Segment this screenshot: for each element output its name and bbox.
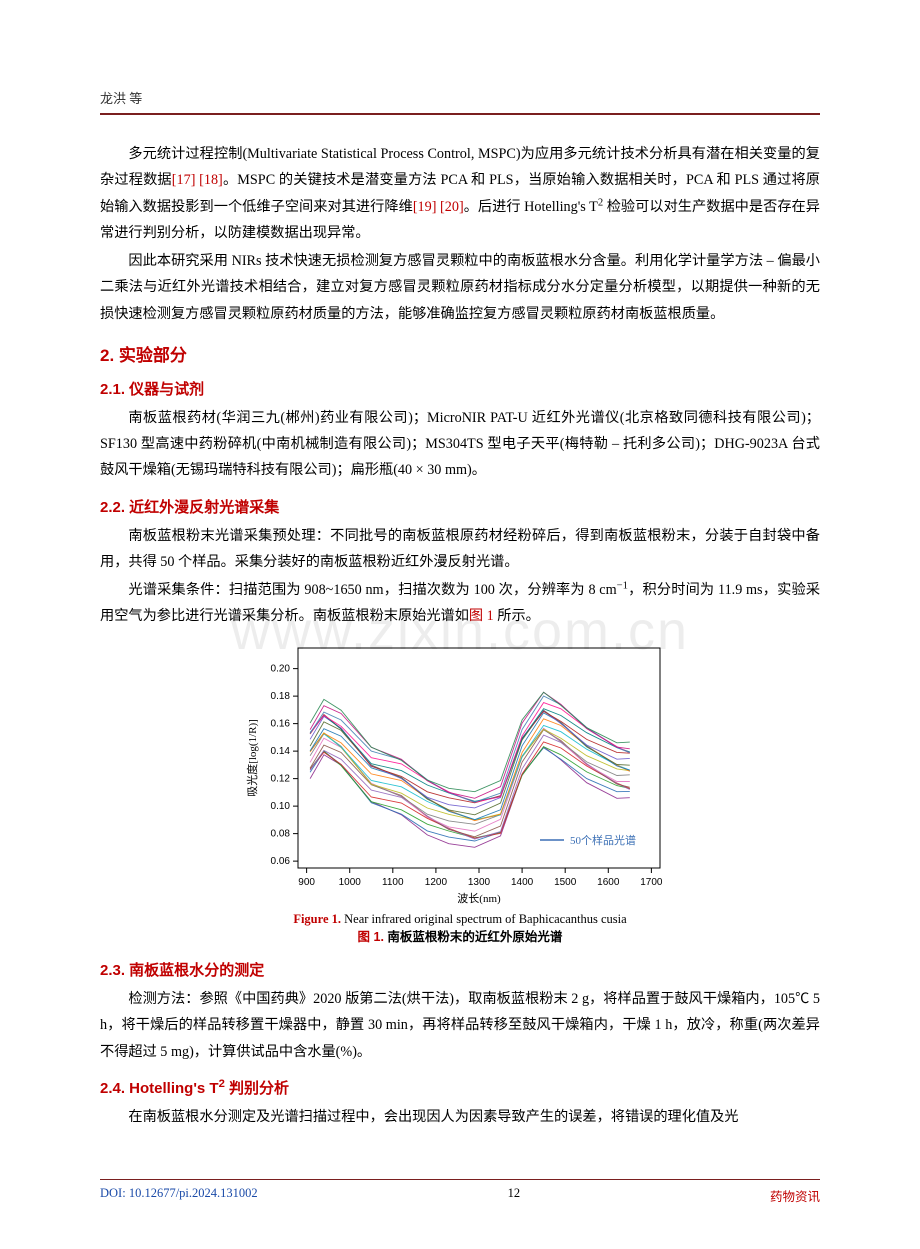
footer-page-number: 12	[508, 1186, 521, 1205]
paragraph-intro-2: 因此本研究采用 NIRs 技术快速无损检测复方感冒灵颗粒中的南板蓝根水分含量。利…	[100, 248, 820, 327]
footer-doi[interactable]: DOI: 10.12677/pi.2024.131002	[100, 1186, 258, 1205]
ref-link-20[interactable]: [20]	[436, 199, 463, 215]
figure-label-en: Figure 1.	[293, 912, 341, 926]
figure-ref-1[interactable]: 图 1	[469, 608, 494, 624]
paragraph-intro-1: 多元统计过程控制(Multivariate Statistical Proces…	[100, 141, 820, 246]
ref-link-17[interactable]: [17]	[172, 172, 196, 188]
figure-caption-zh: 南板蓝根粉末的近红外原始光谱	[384, 930, 562, 944]
paragraph-2-4: 在南板蓝根水分测定及光谱扫描过程中，会出现因人为因素导致产生的误差，将错误的理化…	[100, 1104, 820, 1130]
paragraph-2-2-b: 光谱采集条件：扫描范围为 908~1650 nm，扫描次数为 100 次，分辨率…	[100, 577, 820, 630]
svg-text:0.14: 0.14	[271, 746, 291, 757]
paragraph-2-2-a: 南板蓝根粉末光谱采集预处理：不同批号的南板蓝根原药材经粉碎后，得到南板蓝根粉末，…	[100, 523, 820, 576]
text: 判别分析	[225, 1080, 289, 1097]
svg-text:0.18: 0.18	[271, 691, 291, 702]
svg-text:0.12: 0.12	[271, 773, 291, 784]
superscript: −1	[617, 580, 628, 591]
text: 所示。	[494, 608, 540, 624]
heading-2-1: 2.1. 仪器与试剂	[100, 378, 820, 399]
text: 光谱采集条件：扫描范围为 908~1650 nm，扫描次数为 100 次，分辨率…	[128, 582, 616, 598]
heading-2-3: 2.3. 南板蓝根水分的测定	[100, 959, 820, 980]
svg-text:波长(nm): 波长(nm)	[457, 892, 501, 905]
svg-text:50个样品光谱: 50个样品光谱	[570, 833, 636, 847]
footer-journal: 药物资讯	[770, 1186, 820, 1205]
heading-2: 2. 实验部分	[100, 341, 820, 366]
footer-row: DOI: 10.12677/pi.2024.131002 12 药物资讯	[100, 1186, 820, 1205]
spectrum-chart: 900 1000 1100 1200 1300 1400 1500 1600 1700 0.06 0…	[240, 638, 680, 908]
figure-caption: Figure 1. Near infrared original spectru…	[293, 910, 626, 948]
heading-2-2: 2.2. 近红外漫反射光谱采集	[100, 496, 820, 517]
heading-2-4: 2.4. Hotelling's T2 判别分析	[100, 1077, 820, 1098]
ref-link-19[interactable]: [19]	[413, 199, 437, 215]
paragraph-2-1: 南板蓝根药材(华润三九(郴州)药业有限公司)；MicroNIR PAT-U 近红…	[100, 405, 820, 484]
svg-text:1100: 1100	[382, 877, 404, 888]
figure-1: 900 1000 1100 1200 1300 1400 1500 1600 1700 0.06 0…	[100, 638, 820, 948]
svg-text:1500: 1500	[554, 877, 577, 888]
footer-rule	[100, 1179, 820, 1180]
header-rule	[100, 113, 820, 115]
header-author: 龙洪 等	[100, 88, 820, 107]
svg-text:0.08: 0.08	[271, 828, 291, 839]
svg-text:0.20: 0.20	[271, 663, 291, 674]
svg-text:吸光度[log(1/R)]: 吸光度[log(1/R)]	[245, 719, 259, 797]
svg-text:1200: 1200	[425, 877, 448, 888]
svg-text:1600: 1600	[597, 877, 620, 888]
svg-text:900: 900	[298, 877, 315, 888]
page: 龙洪 等 多元统计过程控制(Multivariate Statistical P…	[0, 0, 920, 1249]
ref-link-18[interactable]: [18]	[195, 172, 222, 188]
figure-label-zh: 图 1.	[358, 930, 384, 944]
text: 。后进行 Hotelling's T	[464, 199, 598, 215]
svg-text:0.10: 0.10	[271, 801, 291, 812]
page-footer: DOI: 10.12677/pi.2024.131002 12 药物资讯	[100, 1179, 820, 1205]
svg-text:0.16: 0.16	[271, 718, 291, 729]
svg-text:0.06: 0.06	[271, 856, 291, 867]
paragraph-2-3: 检测方法：参照《中国药典》2020 版第二法(烘干法)，取南板蓝根粉末 2 g，…	[100, 986, 820, 1065]
svg-text:1300: 1300	[468, 877, 491, 888]
svg-text:1400: 1400	[511, 877, 534, 888]
svg-text:1000: 1000	[339, 877, 362, 888]
svg-text:1700: 1700	[640, 877, 663, 888]
figure-caption-en: Near infrared original spectrum of Baphi…	[341, 912, 627, 926]
text: 2.4. Hotelling's T	[100, 1080, 219, 1097]
